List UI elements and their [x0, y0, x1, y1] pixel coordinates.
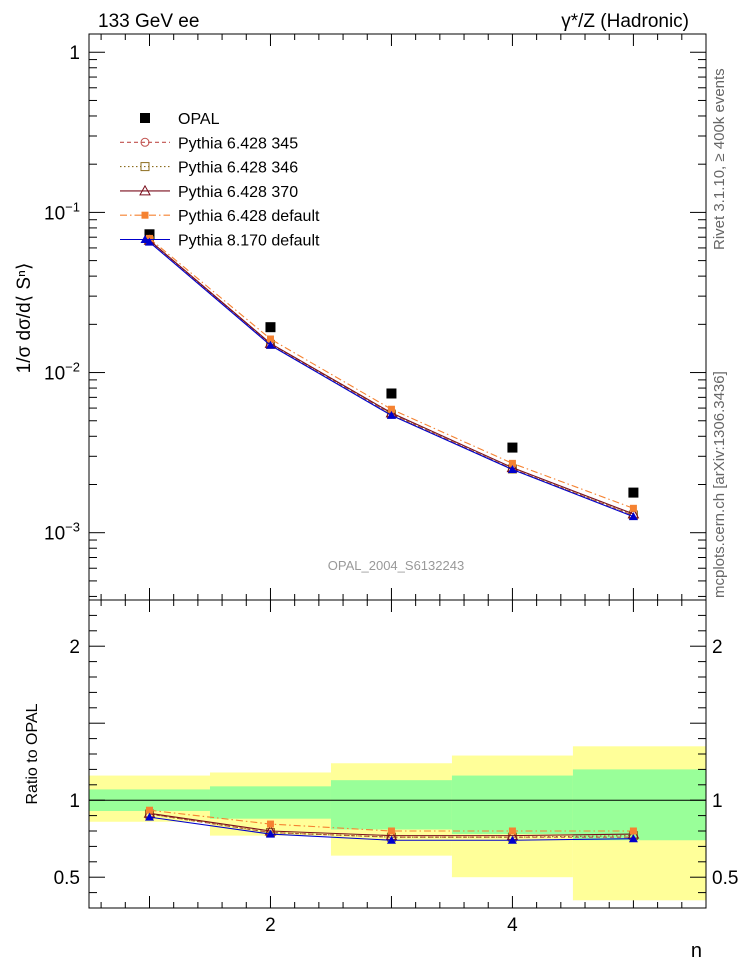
main-series-line: [149, 237, 634, 509]
ratio-plot: 0.5 0.5 1 1 2 2 2 4: [54, 599, 738, 936]
legend-marker: [140, 162, 150, 172]
legend-label: Pythia 8.170 default: [178, 233, 320, 250]
x-tick-label: 2: [265, 915, 276, 936]
ratio-band-green: [572, 769, 706, 841]
legend-label: Pythia 6.428 370: [178, 184, 298, 201]
main-series-line: [149, 241, 634, 518]
legend-label: Pythia 6.428 345: [178, 135, 298, 152]
main-data-point: [628, 487, 639, 498]
main-data-point: [507, 442, 518, 453]
legend-marker: [139, 184, 151, 196]
ratio-data-point: [387, 827, 395, 835]
legend-label: Pythia 6.428 346: [178, 160, 298, 177]
main-data-point: [144, 237, 154, 246]
process-label: γ*/Z (Hadronic): [561, 11, 689, 32]
ratio-y-tick-label: 0.5: [54, 868, 80, 889]
watermark: OPAL_2004_S6132243: [328, 558, 464, 573]
main-series-line: [149, 240, 634, 516]
ratio-data-point: [144, 812, 154, 821]
x-axis-label: n: [691, 940, 702, 962]
ratio-data-point: [508, 827, 516, 835]
ratio-plot-frame: [88, 599, 707, 909]
main-series-line: [149, 240, 634, 517]
ratio-data-point: [507, 835, 517, 844]
main-data-point: [386, 388, 397, 399]
legend: OPAL Pythia 6.428 345 Pythia 6.428 346 Pyth…: [120, 111, 320, 250]
main-y-tick-label: 1: [69, 43, 80, 64]
main-data-point: [266, 335, 274, 343]
main-series-line: [149, 239, 634, 515]
legend-marker: [141, 211, 149, 219]
x-tick-label: 4: [507, 915, 518, 936]
ratio-data-point: [145, 806, 153, 814]
main-y-tick-label: 10−2: [44, 360, 80, 385]
ratio-y-tick-label: 1: [69, 791, 80, 812]
legend-marker: [140, 235, 150, 243]
main-y-tick-label: 10−3: [44, 520, 80, 545]
ratio-series-line: [149, 813, 634, 838]
energy-label: 133 GeV ee: [98, 11, 199, 32]
main-y-tick-label: 10−1: [44, 199, 80, 224]
rivet-label: Rivet 3.1.10, ≥ 400k events: [711, 68, 728, 250]
ratio-y-tick-label-right: 2: [712, 637, 723, 658]
ratio-data-point: [386, 835, 396, 844]
ratio-y-axis-label: Ratio to OPAL: [24, 703, 41, 804]
main-data-point: [628, 512, 638, 521]
source-label: mcplots.cern.ch [arXiv:1306.3436]: [711, 371, 728, 598]
ratio-y-tick-label-right: 0.5: [712, 868, 738, 889]
ratio-data-point: [266, 820, 274, 828]
ratio-y-tick-label-right: 1: [712, 791, 723, 812]
main-plot: 1 10−1 10−2 10−3: [44, 34, 707, 600]
ratio-series-line: [149, 812, 634, 837]
main-data-point: [265, 340, 275, 349]
ratio-data-point: [265, 829, 275, 838]
main-y-axis-label: 1/σ dσ/d⟨ Sⁿ⟩: [14, 263, 35, 374]
main-data-point: [386, 410, 396, 419]
ratio-band-green: [451, 775, 573, 835]
ratio-band-green: [330, 780, 452, 830]
main-data-point: [507, 465, 517, 474]
legend-label: OPAL: [178, 111, 220, 128]
legend-marker: [140, 137, 150, 147]
ratio-y-tick-label: 2: [69, 637, 80, 658]
main-data-point: [265, 322, 276, 333]
main-data-point: [629, 504, 637, 512]
legend-marker: [140, 113, 150, 123]
ratio-band-green: [209, 786, 331, 819]
main-data-point: [508, 459, 516, 467]
ratio-data-point: [628, 834, 638, 843]
legend-label: Pythia 6.428 default: [178, 208, 320, 225]
main-data-point: [387, 405, 395, 413]
ratio-data-point: [629, 827, 637, 835]
